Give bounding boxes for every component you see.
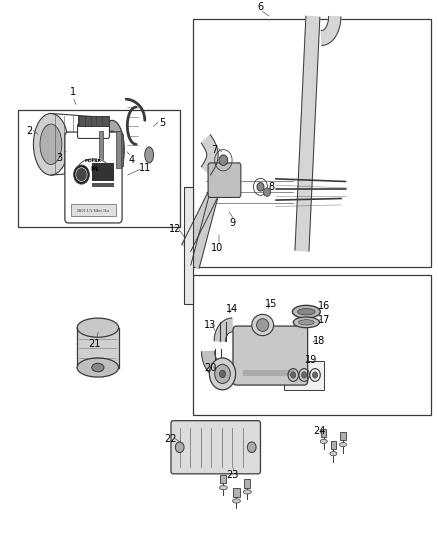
Bar xyxy=(233,488,240,497)
Ellipse shape xyxy=(77,318,119,337)
Ellipse shape xyxy=(257,319,269,332)
Text: 4: 4 xyxy=(129,155,135,165)
Bar xyxy=(321,429,326,437)
Polygon shape xyxy=(191,190,219,268)
Bar xyxy=(117,131,121,168)
Ellipse shape xyxy=(33,114,68,175)
FancyBboxPatch shape xyxy=(65,132,122,223)
Ellipse shape xyxy=(74,165,89,184)
Polygon shape xyxy=(295,16,320,251)
Bar xyxy=(99,131,103,168)
Bar xyxy=(331,441,336,449)
Text: 8: 8 xyxy=(268,182,275,192)
Text: M: M xyxy=(90,166,97,172)
FancyBboxPatch shape xyxy=(208,163,241,197)
Bar xyxy=(92,163,114,182)
Text: 10: 10 xyxy=(211,243,223,253)
Text: 13: 13 xyxy=(204,320,216,330)
Ellipse shape xyxy=(320,439,327,443)
Text: OW-20  5.7L  946ml  32oz: OW-20 5.7L 946ml 32oz xyxy=(78,209,110,213)
Ellipse shape xyxy=(298,320,314,325)
Ellipse shape xyxy=(92,364,104,372)
Bar xyxy=(184,187,193,304)
FancyBboxPatch shape xyxy=(78,124,110,139)
Polygon shape xyxy=(182,183,221,251)
Text: 1: 1 xyxy=(70,87,76,97)
Text: 21: 21 xyxy=(88,338,101,349)
FancyBboxPatch shape xyxy=(171,421,261,474)
Text: 20: 20 xyxy=(204,362,216,373)
Ellipse shape xyxy=(100,120,124,179)
Ellipse shape xyxy=(312,372,318,378)
Ellipse shape xyxy=(339,442,346,447)
Bar xyxy=(78,116,109,126)
Text: 6: 6 xyxy=(258,2,264,12)
Ellipse shape xyxy=(40,124,62,165)
Bar xyxy=(243,370,295,376)
Polygon shape xyxy=(201,351,222,378)
Ellipse shape xyxy=(76,168,87,182)
Text: 14: 14 xyxy=(226,304,238,314)
Ellipse shape xyxy=(293,317,319,328)
Text: MOPAR: MOPAR xyxy=(85,159,102,163)
Ellipse shape xyxy=(292,305,320,318)
Text: 16: 16 xyxy=(318,301,330,311)
Ellipse shape xyxy=(244,490,251,494)
Text: 22: 22 xyxy=(165,434,177,445)
Bar xyxy=(92,183,114,187)
Polygon shape xyxy=(77,159,110,171)
Bar xyxy=(193,19,431,266)
Bar xyxy=(71,204,117,216)
Ellipse shape xyxy=(175,442,184,453)
Ellipse shape xyxy=(219,370,226,377)
Bar xyxy=(285,361,324,390)
Ellipse shape xyxy=(252,314,274,336)
Ellipse shape xyxy=(104,131,120,168)
Ellipse shape xyxy=(215,365,230,383)
Bar xyxy=(95,134,123,166)
Bar xyxy=(193,274,431,415)
Ellipse shape xyxy=(83,127,102,178)
Text: 24: 24 xyxy=(313,426,325,437)
Ellipse shape xyxy=(290,372,296,378)
Ellipse shape xyxy=(145,147,153,163)
Text: 7: 7 xyxy=(212,144,218,155)
Ellipse shape xyxy=(219,155,228,166)
Ellipse shape xyxy=(77,358,119,377)
Ellipse shape xyxy=(297,309,315,315)
Bar xyxy=(81,131,112,168)
Ellipse shape xyxy=(209,358,236,390)
Text: 5: 5 xyxy=(159,118,166,128)
Text: 3: 3 xyxy=(57,152,63,163)
Bar xyxy=(220,475,226,483)
Text: 9: 9 xyxy=(229,218,235,228)
Polygon shape xyxy=(321,17,341,45)
Text: 15: 15 xyxy=(265,298,278,309)
Bar xyxy=(77,328,119,368)
Polygon shape xyxy=(214,318,232,341)
Bar xyxy=(340,432,346,440)
Text: 18: 18 xyxy=(313,336,325,346)
Text: 2: 2 xyxy=(26,126,32,136)
Polygon shape xyxy=(201,135,218,175)
Ellipse shape xyxy=(247,442,256,453)
Ellipse shape xyxy=(264,188,271,196)
Ellipse shape xyxy=(219,486,227,490)
FancyBboxPatch shape xyxy=(233,326,307,385)
Bar xyxy=(244,479,251,488)
Ellipse shape xyxy=(257,183,264,191)
Text: 17: 17 xyxy=(318,314,330,325)
Ellipse shape xyxy=(233,499,240,503)
Text: 19: 19 xyxy=(304,354,317,365)
Text: 23: 23 xyxy=(226,470,238,480)
Text: 11: 11 xyxy=(139,163,151,173)
Text: 12: 12 xyxy=(169,224,181,235)
Ellipse shape xyxy=(301,372,307,378)
Bar xyxy=(18,110,180,227)
Ellipse shape xyxy=(330,451,337,456)
